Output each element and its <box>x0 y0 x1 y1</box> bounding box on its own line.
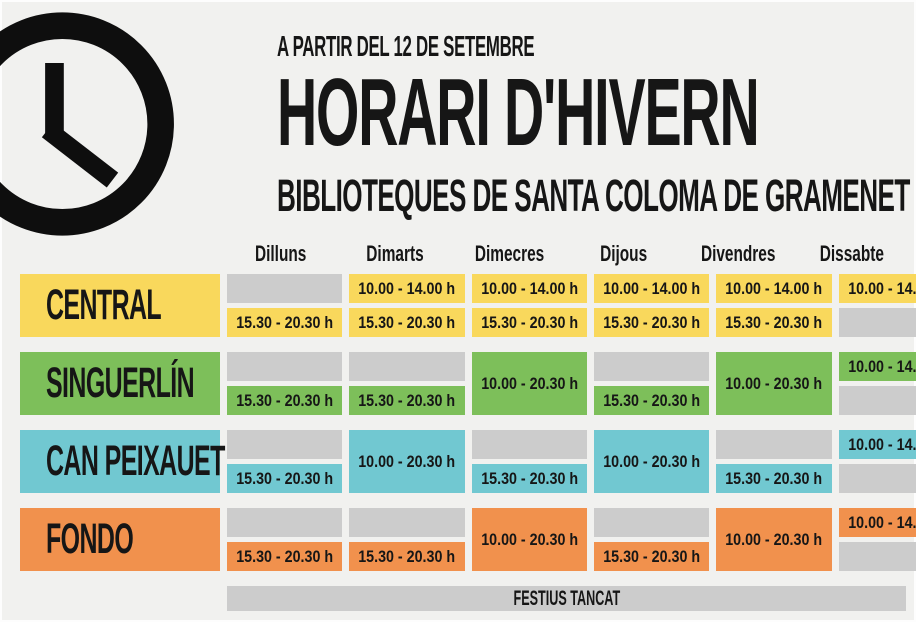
schedule-cell-closed <box>838 464 916 493</box>
schedule-cell-closed <box>471 430 587 459</box>
schedule-cell: 15.30 - 20.30 h <box>349 386 465 415</box>
library-label-can-peixauet: CAN PEIXAUET <box>20 430 225 493</box>
schedule-cell: 15.30 - 20.30 h <box>227 542 343 571</box>
schedule-cell: 10.00 - 14.00 h <box>471 274 587 303</box>
schedule-cell-closed <box>227 430 343 459</box>
day-header-spacer <box>20 240 220 268</box>
poster-header: A PARTIR DEL 12 DE SETEMBRE HORARI D'HIV… <box>277 31 916 222</box>
schedule-cell: 10.00 - 14.00 h <box>593 274 710 303</box>
schedule-cell: 10.00 - 14.00 h <box>349 274 465 303</box>
schedule-cell: 15.30 - 20.30 h <box>716 464 832 493</box>
header-kicker: A PARTIR DEL 12 DE SETEMBRE <box>277 31 535 63</box>
holidays-closed-banner: FESTIUS TANCAT <box>227 586 906 611</box>
library-label-fondo: FONDO <box>20 508 220 571</box>
schedule-cell: 15.30 - 20.30 h <box>227 308 343 337</box>
library-label-singuerlin: SINGUERLÍN <box>20 352 220 415</box>
schedule-cell-closed <box>227 508 343 537</box>
table-row-fondo: FONDO 15.30 - 20.30 h 15.30 - 20.30 h 10… <box>20 508 916 571</box>
table-row-can-peixauet: CAN PEIXAUET 15.30 - 20.30 h 10.00 - 20.… <box>20 430 916 493</box>
schedule-cell: 15.30 - 20.30 h <box>227 464 343 493</box>
schedule-cell: 15.30 - 20.30 h <box>716 308 832 337</box>
schedule-cell-closed <box>593 352 710 381</box>
schedule-cell-closed <box>593 508 710 537</box>
schedule-cell-closed <box>838 542 916 571</box>
day-header-divendres: Divendres <box>700 241 776 266</box>
schedule-cell-closed <box>716 430 832 459</box>
footer-row: FESTIUS TANCAT <box>20 586 906 611</box>
schedule-cell: 15.30 - 20.30 h <box>471 308 587 337</box>
schedule-cell-closed <box>838 308 916 337</box>
schedule-cell-allday: 10.00 - 20.30 h <box>349 430 465 493</box>
schedule-cell-allday: 10.00 - 20.30 h <box>716 508 832 571</box>
schedule-cell: 10.00 - 14.00 h <box>838 430 916 459</box>
schedule-cell: 15.30 - 20.30 h <box>593 386 710 415</box>
clock-icon <box>0 6 182 242</box>
table-row-singuerlin: SINGUERLÍN 15.30 - 20.30 h 15.30 - 20.30… <box>20 352 916 415</box>
schedule-cell: 15.30 - 20.30 h <box>349 308 465 337</box>
schedule-cell-closed <box>227 274 343 303</box>
schedule-cell-closed <box>227 352 343 381</box>
day-header-dimarts: Dimarts <box>366 241 424 266</box>
schedule-cell-allday: 10.00 - 20.30 h <box>471 508 587 571</box>
schedule-cell-allday: 10.00 - 20.30 h <box>716 352 832 415</box>
schedule-cell: 15.30 - 20.30 h <box>593 542 710 571</box>
schedule-cell: 15.30 - 20.30 h <box>349 542 465 571</box>
header-subtitle: BIBLIOTEQUES DE SANTA COLOMA DE GRAMENET <box>277 170 910 222</box>
schedule-cell-allday: 10.00 - 20.30 h <box>593 430 710 493</box>
schedule-cell: 10.00 - 14.00 h <box>716 274 832 303</box>
schedule-cell: 10.00 - 14.00 h <box>838 274 916 303</box>
library-label-central: CENTRAL <box>20 274 220 337</box>
schedule-cell: 10.00 - 14.00 h <box>838 508 916 537</box>
day-header-row: Dilluns Dimarts Dimecres Dijous Divendre… <box>20 240 906 268</box>
schedule-cell: 10.00 - 14.00 h <box>838 352 916 381</box>
schedule-cell-allday: 10.00 - 20.30 h <box>471 352 587 415</box>
schedule-cell: 15.30 - 20.30 h <box>593 308 710 337</box>
schedule-cell-closed <box>349 352 465 381</box>
schedule-cell-closed <box>838 386 916 415</box>
day-header-dijous: Dijous <box>600 241 648 266</box>
day-header-dimecres: Dimecres <box>474 241 544 266</box>
page-title: HORARI D'HIVERN <box>277 59 760 166</box>
day-header-dissabte: Dissabte <box>820 241 885 266</box>
schedule-cell: 15.30 - 20.30 h <box>227 386 343 415</box>
schedule-table: Dilluns Dimarts Dimecres Dijous Divendre… <box>20 240 916 611</box>
table-row-central: CENTRAL 15.30 - 20.30 h 10.00 - 14.00 h … <box>20 274 916 337</box>
day-header-dilluns: Dilluns <box>254 241 307 266</box>
schedule-cell-closed <box>349 508 465 537</box>
schedule-cell: 15.30 - 20.30 h <box>471 464 587 493</box>
